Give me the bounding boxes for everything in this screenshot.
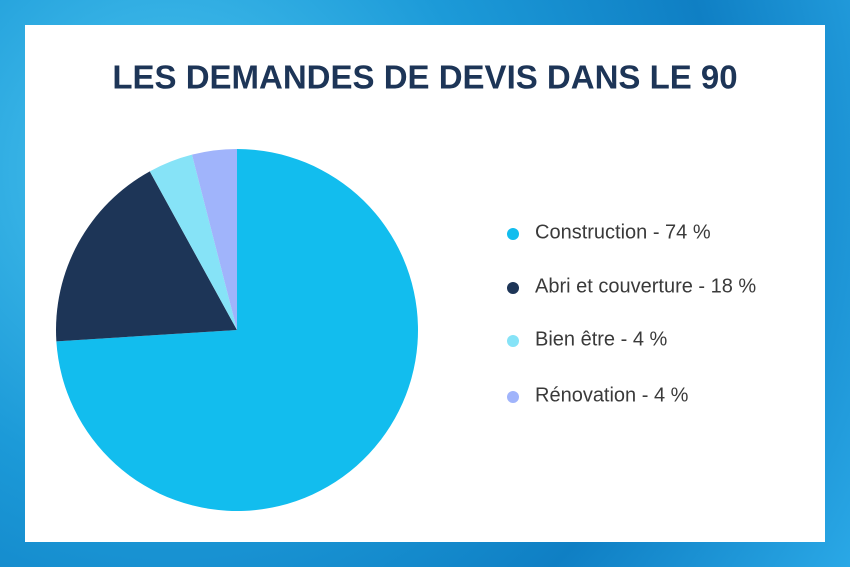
pie-slice	[191, 149, 237, 330]
pie-slice	[149, 154, 237, 330]
legend-marker	[507, 391, 519, 403]
legend-marker	[507, 335, 519, 347]
pie-slice	[56, 149, 418, 511]
legend-marker	[507, 228, 519, 240]
chart-title: LES DEMANDES DE DEVIS DANS LE 90	[112, 59, 737, 96]
legend-label: Bien être - 4 %	[535, 328, 668, 350]
pie-slice	[56, 171, 237, 342]
legend-label: Construction - 74 %	[535, 221, 711, 243]
legend-label: Abri et couverture - 18 %	[535, 275, 756, 297]
legend-label: Rénovation - 4 %	[535, 384, 689, 406]
legend-marker	[507, 282, 519, 294]
